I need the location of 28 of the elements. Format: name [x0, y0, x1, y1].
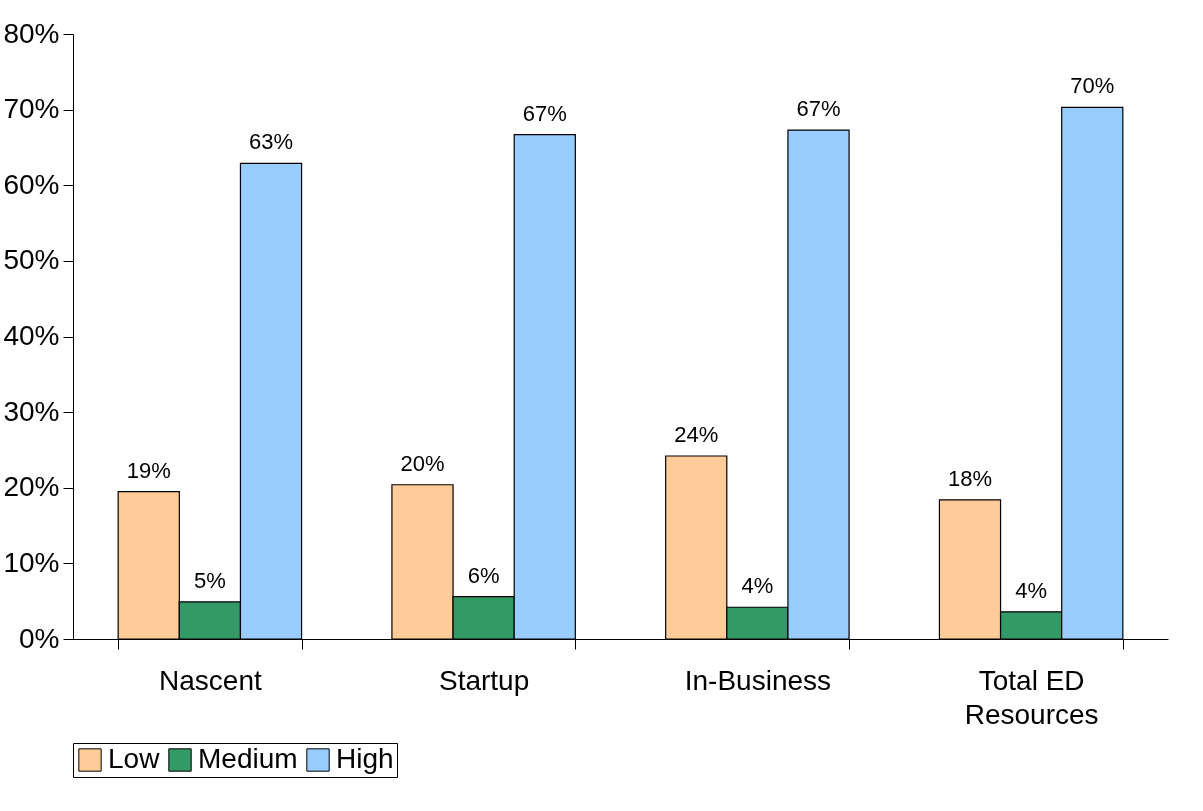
- data-label: 19%: [126, 457, 171, 483]
- legend-label: High: [336, 743, 394, 774]
- y-tick-label: 0%: [19, 622, 60, 654]
- data-label: 4%: [1015, 577, 1048, 603]
- x-tick-label: Startup: [438, 664, 530, 696]
- data-label: 20%: [400, 450, 445, 476]
- y-tick-label: 80%: [3, 17, 60, 49]
- y-tick-label: 40%: [3, 320, 60, 351]
- data-label: 4%: [741, 573, 774, 599]
- x-tick-label: Total ED Resources: [964, 664, 1099, 730]
- data-label: 24%: [674, 421, 719, 447]
- y-tick-label: 20%: [3, 471, 60, 503]
- data-label: 6%: [467, 562, 500, 588]
- data-label: 67%: [796, 96, 841, 122]
- y-tick-label: 30%: [3, 395, 60, 427]
- x-tick-label: Nascent: [159, 664, 262, 696]
- data-label: 63%: [248, 129, 294, 155]
- data-label: 5%: [193, 567, 226, 593]
- y-tick-label: 10%: [3, 546, 60, 578]
- y-tick-label: 60%: [3, 168, 60, 200]
- data-label: 67%: [522, 100, 567, 126]
- x-tick-label: In-Business: [684, 664, 832, 696]
- data-label: 18%: [947, 465, 993, 491]
- y-tick-label: 70%: [3, 93, 60, 125]
- legend-label: Low: [108, 743, 161, 774]
- y-tick-label: 50%: [3, 244, 60, 276]
- legend-label: Medium: [198, 743, 298, 774]
- data-label: 70%: [1070, 73, 1115, 99]
